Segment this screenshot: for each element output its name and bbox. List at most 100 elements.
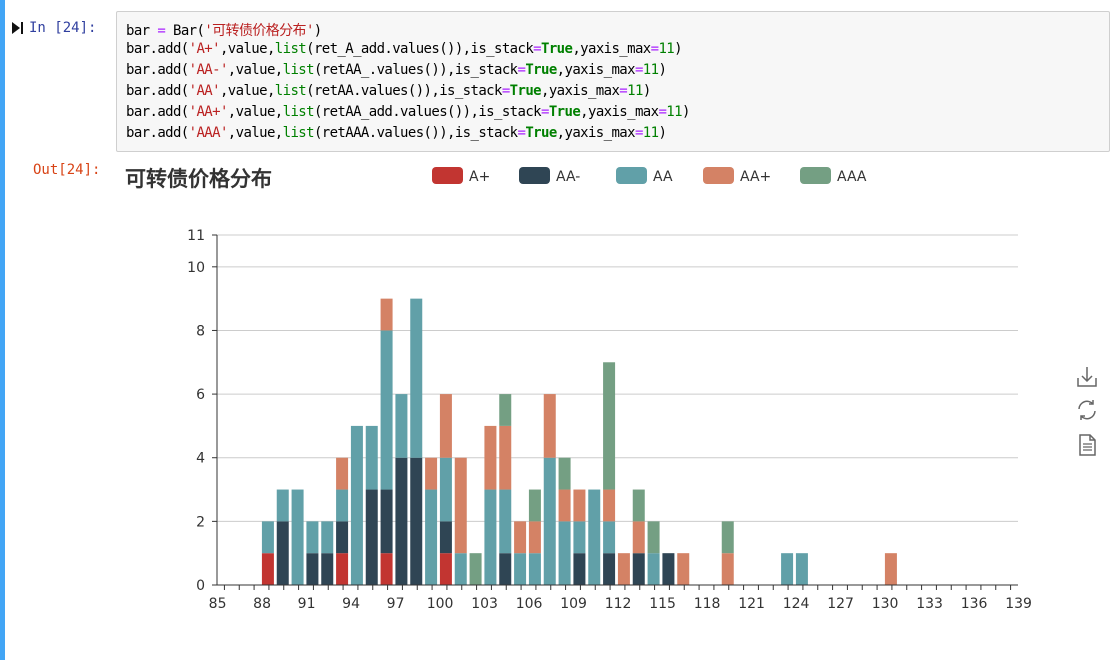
bar-segment bbox=[425, 457, 438, 490]
legend-label: AAA bbox=[837, 169, 867, 185]
bar-segment bbox=[306, 521, 319, 554]
x-tick-label: 130 bbox=[872, 596, 899, 612]
bar-segment bbox=[781, 553, 794, 585]
bar-segment bbox=[410, 298, 423, 458]
bar-segment bbox=[617, 553, 630, 585]
download-icon[interactable] bbox=[1074, 364, 1100, 390]
bar-segment bbox=[321, 553, 334, 585]
bar-segment bbox=[603, 489, 616, 522]
x-tick-label: 139 bbox=[1005, 596, 1032, 612]
x-tick-label: 88 bbox=[253, 596, 271, 612]
y-tick-label: 0 bbox=[196, 578, 205, 594]
legend-item[interactable]: AA bbox=[616, 167, 673, 185]
bar-segment bbox=[439, 553, 452, 585]
bar-segment bbox=[499, 425, 512, 490]
x-tick-label: 121 bbox=[738, 596, 765, 612]
code-editor[interactable]: bar = Bar('可转债价格分布') bar.add('A+',value,l… bbox=[116, 11, 1110, 152]
bar-segment bbox=[573, 553, 586, 585]
bar-segment bbox=[425, 489, 438, 585]
legend-item[interactable]: AA+ bbox=[703, 167, 771, 185]
run-icon-bar bbox=[21, 22, 23, 34]
x-tick-label: 91 bbox=[298, 596, 316, 612]
chart-axes: 0 2 4 6 8 10 11 85 88 91 94 97 100 103 106 109 112 115 118… bbox=[187, 228, 1032, 612]
bar-segment bbox=[647, 521, 660, 554]
x-tick-label: 112 bbox=[605, 596, 632, 612]
bar-segment bbox=[336, 553, 349, 585]
legend-label: AA- bbox=[556, 169, 580, 185]
bar-segment bbox=[484, 489, 497, 585]
bar-segment bbox=[603, 553, 616, 585]
bar-segment bbox=[380, 553, 393, 585]
x-tick-label: 106 bbox=[516, 596, 543, 612]
x-tick-label: 94 bbox=[342, 596, 360, 612]
y-tick-label: 4 bbox=[196, 451, 205, 467]
legend-swatch bbox=[703, 167, 734, 184]
legend-swatch bbox=[519, 167, 550, 184]
bar-segment bbox=[336, 457, 349, 490]
bar-segment bbox=[632, 553, 645, 585]
chart-output: 可转债价格分布 A+ AA- AA AA+ AAA 0 2 4 6 8 10 11 85 88 91 94 9… bbox=[116, 156, 1110, 660]
bar-segment bbox=[276, 521, 289, 585]
bar-segment bbox=[350, 425, 363, 585]
bar-segment bbox=[662, 553, 675, 585]
legend-item[interactable]: AAA bbox=[800, 167, 867, 185]
legend-item[interactable]: AA- bbox=[519, 167, 580, 185]
bar-segment bbox=[380, 489, 393, 554]
chart-bars bbox=[261, 298, 897, 585]
bar-segment bbox=[291, 489, 304, 585]
bar-segment bbox=[603, 521, 616, 554]
bar-segment bbox=[499, 394, 512, 426]
bar-segment bbox=[410, 457, 423, 585]
input-prompt-label: In [24]: bbox=[29, 20, 97, 36]
input-prompt[interactable]: In [24]: bbox=[12, 20, 96, 36]
bar-segment bbox=[677, 553, 690, 585]
bar-segment bbox=[395, 457, 408, 585]
bar-segment bbox=[439, 457, 452, 522]
legend-item[interactable]: A+ bbox=[432, 167, 490, 185]
code-line: bar.add('A+',value,list(ret_A_add.values… bbox=[126, 41, 683, 57]
legend-swatch bbox=[432, 167, 463, 184]
bar-segment bbox=[321, 521, 334, 554]
legend-label: A+ bbox=[469, 169, 490, 185]
bar-segment bbox=[884, 553, 897, 585]
bar-segment bbox=[380, 330, 393, 490]
y-tick-label: 8 bbox=[196, 323, 205, 339]
x-tick-label: 115 bbox=[649, 596, 676, 612]
run-icon bbox=[12, 22, 20, 34]
legend-label: AA bbox=[653, 169, 673, 185]
bar-segment bbox=[573, 489, 586, 522]
bar-segment bbox=[380, 298, 393, 331]
x-tick-label: 109 bbox=[560, 596, 587, 612]
legend-swatch bbox=[616, 167, 647, 184]
y-tick-label: 2 bbox=[196, 514, 205, 530]
bar-segment bbox=[543, 394, 556, 458]
legend-swatch bbox=[800, 167, 831, 184]
bar-segment bbox=[558, 521, 571, 585]
bar-segment bbox=[632, 521, 645, 554]
x-tick-label: 136 bbox=[961, 596, 988, 612]
bar-segment bbox=[306, 553, 319, 585]
bar-segment bbox=[365, 489, 378, 585]
bar-segment bbox=[499, 553, 512, 585]
x-tick-label: 118 bbox=[694, 596, 721, 612]
bar-segment bbox=[261, 521, 274, 554]
bar-segment bbox=[721, 521, 734, 554]
bar-segment bbox=[261, 553, 274, 585]
bar-chart: 可转债价格分布 A+ AA- AA AA+ AAA 0 2 4 6 8 10 11 85 88 91 94 9… bbox=[125, 167, 1032, 612]
code-line: bar.add('AAA',value,list(retAAA.values()… bbox=[126, 125, 667, 141]
bar-segment bbox=[439, 394, 452, 458]
code-line: bar = Bar('可转债价格分布') bbox=[126, 23, 322, 39]
data-view-icon[interactable] bbox=[1074, 432, 1100, 458]
refresh-icon[interactable] bbox=[1074, 397, 1100, 423]
bar-segment bbox=[528, 521, 541, 554]
bar-segment bbox=[276, 489, 289, 522]
x-tick-label: 103 bbox=[471, 596, 498, 612]
bar-segment bbox=[439, 521, 452, 554]
code-line: bar.add('AA-',value,list(retAA_.values()… bbox=[126, 62, 667, 78]
chart-grid bbox=[217, 234, 1018, 522]
bar-segment bbox=[558, 457, 571, 490]
bar-segment bbox=[365, 425, 378, 490]
code-line: bar.add('AA+',value,list(retAA_add.value… bbox=[126, 104, 690, 120]
x-tick-label: 85 bbox=[209, 596, 227, 612]
chart-title: 可转债价格分布 bbox=[125, 167, 272, 191]
